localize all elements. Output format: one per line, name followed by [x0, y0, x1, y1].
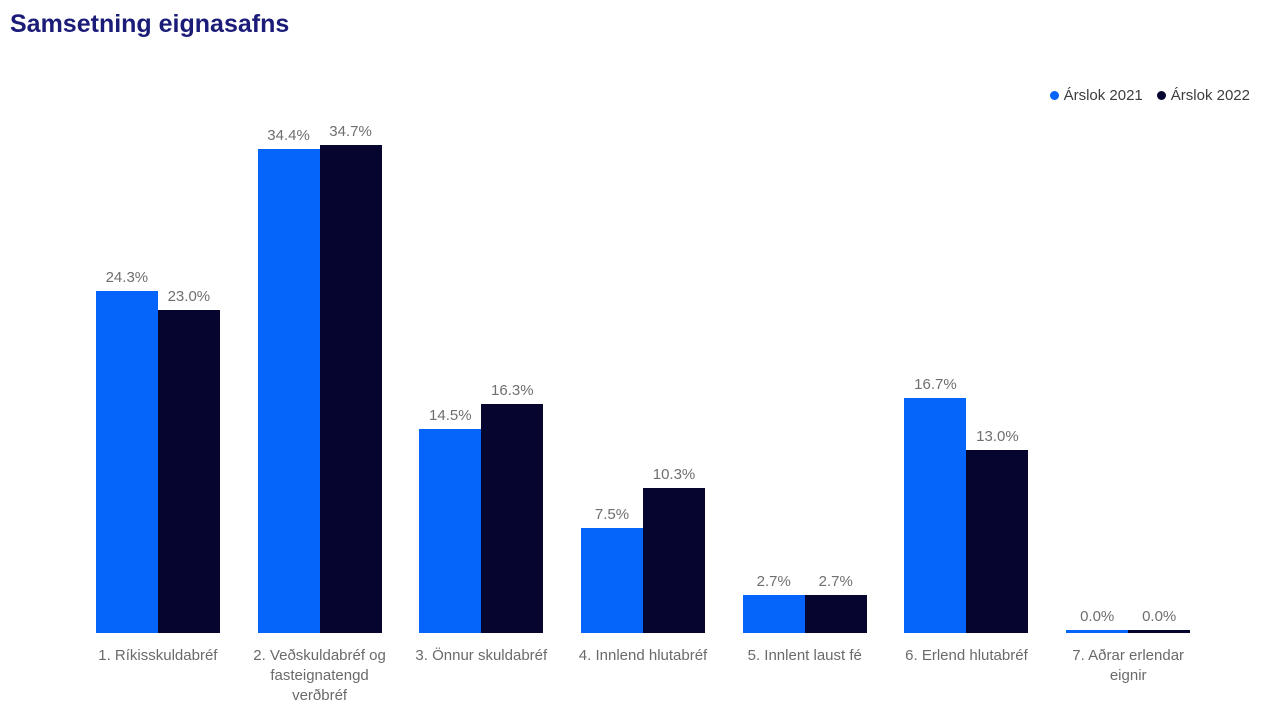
category-axis-label: 4. Innlend hlutabréf [578, 647, 708, 664]
legend-label-2022: Árslok 2022 [1170, 87, 1250, 104]
value-label: 2.7% [756, 573, 791, 591]
category-axis-label: 2. Veðskuldabréf og fasteignatengd verðb… [253, 647, 386, 704]
legend: Árslok 2021 Árslok 2022 [1049, 87, 1250, 104]
chart: 24.3% 23.0% 1. Ríkisskuldabréf 34.4% 34.7% 2.… [77, 123, 1209, 706]
bar-2022[interactable]: 0.0% [1128, 608, 1191, 633]
bar-pair: 0.0% 0.0% [1066, 141, 1191, 633]
bar-2021[interactable]: 16.7% [904, 376, 967, 633]
legend-swatch-2021-icon [1049, 91, 1059, 100]
bar-pair: 14.5% 16.3% [419, 141, 544, 633]
chart-title: Samsetning eignasafns [10, 10, 290, 38]
category-group: 34.4% 34.7% 2. Veðskuldabréf og fasteignat… [239, 123, 401, 706]
bar-2021[interactable]: 7.5% [581, 506, 644, 633]
bar-2021[interactable]: 24.3% [95, 269, 158, 633]
bar-2021[interactable]: 2.7% [742, 573, 805, 633]
bar-2022[interactable]: 34.7% [319, 123, 382, 633]
category-group: 7.5% 10.3% 4. Innlend hlutabréf [562, 141, 724, 706]
bar-2022[interactable]: 23.0% [157, 288, 220, 633]
value-label: 2.7% [818, 573, 853, 591]
category-group: 24.3% 23.0% 1. Ríkisskuldabréf [77, 141, 239, 706]
bar-pair: 34.4% 34.7% [257, 123, 382, 633]
category-group: 0.0% 0.0% 7. Aðrar erlendar eignir [1047, 141, 1209, 706]
bar-2022[interactable]: 13.0% [966, 428, 1029, 633]
category-group: 2.7% 2.7% 5. Innlent laust fé [724, 141, 886, 706]
value-label: 7.5% [594, 505, 630, 523]
bar-pair: 7.5% 10.3% [581, 141, 706, 633]
value-label: 10.3% [652, 466, 696, 484]
bar-pair: 24.3% 23.0% [95, 141, 220, 633]
category-group: 16.7% 13.0% 6. Erlend hlutabréf [886, 141, 1048, 706]
value-label: 23.0% [167, 287, 211, 305]
value-label: 0.0% [1142, 608, 1177, 625]
legend-item-arslok-2021[interactable]: Árslok 2021 [1049, 87, 1143, 104]
bar-2022[interactable]: 2.7% [804, 573, 867, 633]
value-label: 16.3% [491, 381, 534, 399]
value-label: 34.7% [329, 123, 372, 141]
category-group: 14.5% 16.3% 3. Önnur skuldabréf [400, 141, 562, 706]
legend-swatch-2022-icon [1156, 91, 1166, 100]
value-label: 0.0% [1080, 608, 1115, 625]
bar-pair: 2.7% 2.7% [742, 141, 867, 633]
category-axis-label: 6. Erlend hlutabréf [905, 647, 1028, 664]
legend-item-arslok-2022[interactable]: Árslok 2022 [1156, 87, 1250, 104]
category-axis-label: 3. Önnur skuldabréf [415, 647, 548, 664]
bar-2021[interactable]: 34.4% [257, 127, 320, 633]
bar-pair: 16.7% 13.0% [904, 141, 1029, 633]
value-label: 13.0% [976, 428, 1019, 446]
category-axis-label: 1. Ríkisskuldabréf [98, 647, 218, 664]
bar-2022[interactable]: 10.3% [643, 466, 706, 633]
value-label: 16.7% [914, 376, 957, 394]
bar-2022[interactable]: 16.3% [481, 382, 544, 633]
category-axis-label: 5. Innlent laust fé [747, 647, 862, 664]
value-label: 14.5% [429, 407, 472, 425]
value-label: 24.3% [105, 269, 149, 287]
category-axis-label: 7. Aðrar erlendar eignir [1072, 647, 1185, 684]
bar-2021[interactable]: 0.0% [1066, 608, 1129, 633]
value-label: 34.4% [267, 127, 310, 145]
bar-2021[interactable]: 14.5% [419, 407, 482, 633]
legend-label-2021: Árslok 2021 [1063, 87, 1143, 104]
